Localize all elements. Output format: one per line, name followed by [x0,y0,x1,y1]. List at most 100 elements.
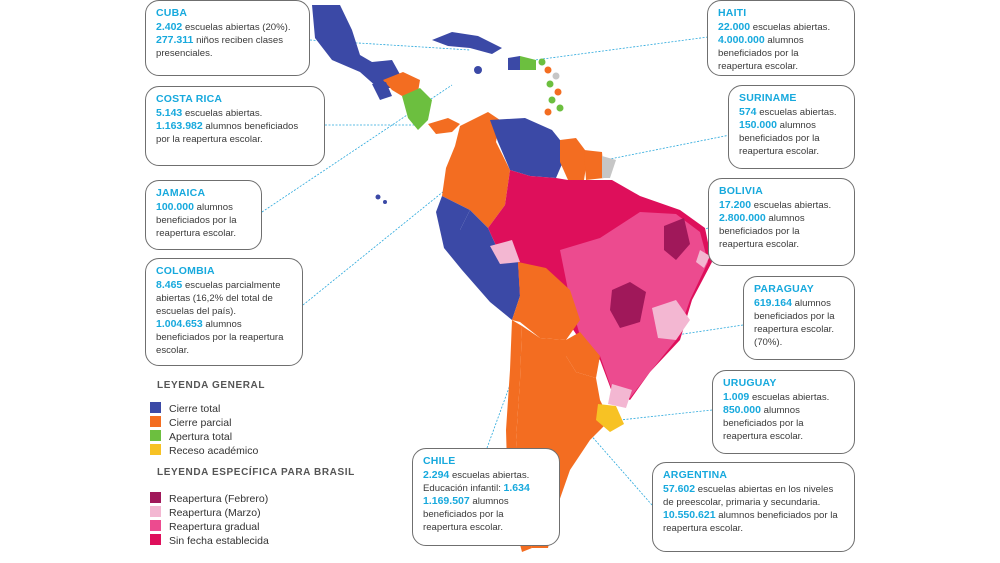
info-box-suriname: SURINAME 574 escuelas abiertas. 150.000 … [728,85,855,169]
stat-text: escuelas abiertas. [759,107,837,118]
region-suriname [584,150,604,180]
stat-text: escuelas abiertas. [451,470,530,481]
stat-text: escuelas abiertas. [184,108,263,119]
stat-text: alumnos beneficiados por la reapertura e… [723,405,804,442]
region-cuba [432,32,502,54]
region-brazil-marzo-w [490,240,520,264]
region-brazil-marzo-s [608,384,632,408]
legend-label: Apertura total [169,431,233,443]
info-line: 2.402 escuelas abiertas (20%). [156,21,299,34]
region-paraguay [566,332,600,378]
legend-label: Receso académico [169,445,259,457]
legend-label: Reapertura (Febrero) [169,493,269,505]
info-box-colombia: COLOMBIA 8.465 escuelas parcialmente abi… [145,258,303,366]
region-brazil-marzo-e [696,250,710,268]
region-uruguay [596,404,624,432]
region-nicaragua [402,88,432,130]
region-bolivia [512,262,580,340]
legend-label: Cierre parcial [169,417,232,429]
info-line: 4.000.000 alumnos beneficiados por la re… [718,34,844,73]
legend-item-brasil-marzo: Reapertura (Marzo) [150,506,261,519]
info-box-paraguay: PARAGUAY 619.164 alumnos beneficiados po… [743,276,855,360]
stat-number: 150.000 [739,119,777,131]
info-line: 277.311 niños reciben clases presenciale… [156,34,299,60]
stat-text: alumnos beneficiados por la reapertura e… [739,120,820,157]
country-name: SURINAME [739,92,797,104]
country-name: COSTA RICA [156,93,223,105]
info-line: 5.143 escuelas abiertas. [156,107,314,120]
region-peru [440,210,520,320]
stat-text: alumnos beneficiados por la reapertura e… [156,202,237,239]
info-box-uruguay: URUGUAY 1.009 escuelas abiertas. 850.000… [712,370,855,454]
info-line: 1.009 escuelas abiertas. [723,391,844,404]
stat-number: 17.200 [719,199,752,211]
info-line: 2.800.000 alumnos beneficiados por la re… [719,212,844,251]
country-name: HAITI [718,7,747,19]
stat-number: 8.465 [156,279,183,291]
stat-text: alumnos beneficiados por la reapertura e… [423,496,509,533]
legend-item-brasil-gradual: Reapertura gradual [150,520,259,533]
legend-label: Reapertura gradual [169,521,260,533]
legend-swatch [150,444,161,455]
stat-number: 1.169.507 [423,495,470,507]
legend-swatch [150,416,161,427]
legend-item-brasil-febrero: Reapertura (Febrero) [150,492,268,505]
stat-number: 1.163.982 [156,120,203,132]
info-line: 1.169.507 alumnos beneficiados por la re… [423,495,549,534]
info-line: 1.004.653 alumnos beneficiados por la re… [156,318,292,357]
stat-number: 574 [739,106,757,118]
stat-text: Educación infantil: [423,483,501,494]
info-box-chile: CHILE 2.294 escuelas abiertas. Educación… [412,448,560,546]
info-line: 22.000 escuelas abiertas. [718,21,844,34]
info-line: 574 escuelas abiertas. [739,106,844,119]
legend-swatch [150,492,161,503]
info-box-jamaica: JAMAICA 100.000 alumnos beneficiados por… [145,180,262,250]
legend-swatch [150,520,161,531]
country-name: CHILE [423,455,456,467]
info-line: 17.200 escuelas abiertas. [719,199,844,212]
legend-item-brasil-sin-fecha: Sin fecha establecida [150,534,269,547]
stat-text: alumnos beneficiados por la reapertura e… [156,121,299,145]
country-name: CUBA [156,7,188,19]
stat-number: 4.000.000 [718,34,765,46]
stat-number: 2.800.000 [719,212,766,224]
stat-number: 1.009 [723,391,750,403]
stat-text: escuelas abiertas en los niveles de pree… [663,484,834,508]
info-box-argentina: ARGENTINA 57.602 escuelas abiertas en lo… [652,462,855,552]
legend-brasil-title: LEYENDA ESPECÍFICA PARA BRASIL [157,467,355,478]
legend-swatch [150,430,161,441]
region-panama [428,118,460,134]
country-name: COLOMBIA [156,265,215,277]
stat-text: alumnos beneficiados por la reapertura e… [156,319,284,356]
legend-label: Sin fecha establecida [169,535,269,547]
stat-number: 10.550.621 [663,509,716,521]
stat-number: 22.000 [718,21,751,33]
stat-number: 5.143 [156,107,183,119]
legend-swatch [150,534,161,545]
legend-swatch [150,402,161,413]
stat-number: 2.402 [156,21,183,33]
stat-number: 1.004.653 [156,318,203,330]
legend-general-title: LEYENDA GENERAL [157,380,266,391]
stat-number: 57.602 [663,483,696,495]
country-name: ARGENTINA [663,469,728,481]
region-brazil-febrero-ne [664,218,690,260]
country-name: PARAGUAY [754,283,814,295]
stat-number: 277.311 [156,34,194,46]
legend-label: Cierre total [169,403,221,415]
country-name: JAMAICA [156,187,206,199]
region-guyana [560,138,588,180]
region-antilles [538,58,564,116]
country-name: BOLIVIA [719,185,763,197]
stat-text: niños reciben clases presenciales. [156,35,283,59]
country-name: URUGUAY [723,377,777,389]
legend-item-receso: Receso académico [150,444,258,457]
info-line: Educación infantil: 1.634 [423,482,549,495]
stat-number: 850.000 [723,404,761,416]
stat-text: escuelas abiertas. [753,200,832,211]
stat-text: alumnos beneficiados por la reapertura e… [718,35,804,72]
stat-number: 619.164 [754,297,792,309]
region-colombia [442,112,510,228]
region-central-america [383,72,420,96]
info-line: 100.000 alumnos beneficiados por la reap… [156,201,251,240]
